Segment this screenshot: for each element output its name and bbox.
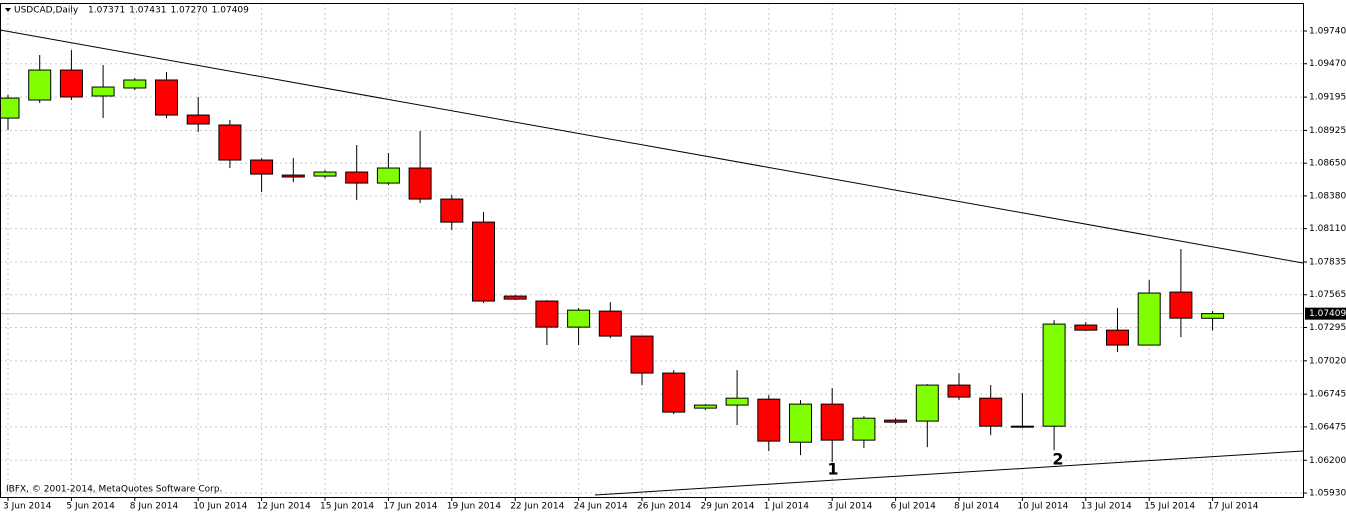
y-tick-label: 1.07295: [1309, 323, 1346, 333]
candle-body: [567, 309, 591, 328]
candle-body: [662, 372, 686, 413]
x-tick-label: 10 Jul 2014: [1017, 502, 1068, 512]
candle-body: [186, 114, 210, 125]
y-tick-label: 1.07020: [1309, 356, 1346, 366]
y-tick-label: 1.06200: [1309, 456, 1346, 466]
candle-body: [1106, 329, 1129, 346]
candle-body: [535, 300, 559, 328]
candle-body: [155, 79, 178, 116]
candle-body: [1042, 323, 1066, 427]
candle-body: [757, 398, 781, 442]
candle-body: [345, 171, 369, 184]
y-tick-label: 1.08650: [1309, 159, 1346, 169]
x-tick-label: 3 Jul 2014: [827, 502, 872, 512]
annotation: 1: [827, 460, 838, 479]
x-tick-label: 24 Jun 2014: [574, 502, 628, 512]
candle-body: [1074, 324, 1098, 331]
candle-body: [725, 397, 749, 406]
y-tick-label: 1.08110: [1309, 224, 1346, 234]
x-tick-label: 22 Jun 2014: [510, 502, 564, 512]
candle-body: [1137, 292, 1161, 346]
x-tick-label: 8 Jun 2014: [130, 502, 179, 512]
price-label-box: [1305, 307, 1346, 320]
y-tick-label: 1.06745: [1309, 390, 1346, 400]
y-tick-label: 1.07835: [1309, 258, 1346, 268]
header-value: 1.07431: [129, 6, 166, 16]
candle-body: [1010, 425, 1034, 428]
plot-border: [0, 3, 1304, 498]
y-tick-label: 1.09195: [1309, 93, 1346, 103]
y-axis: 1.09740 1.09470 1.09195 1.08925 1.08650 1.083…: [3, 27, 1346, 512]
candle-body: [123, 79, 147, 89]
x-tick-label: 6 Jul 2014: [891, 502, 936, 512]
candle-body: [503, 295, 527, 300]
x-tick-label: 12 Jun 2014: [257, 502, 311, 512]
candle-body: [28, 69, 52, 101]
candle-body: [693, 404, 717, 409]
candle-body: [947, 384, 971, 398]
candle-body: [281, 174, 305, 178]
candle-body: [884, 419, 908, 423]
y-tick-label: 1.08380: [1309, 191, 1346, 201]
candle-body: [313, 171, 337, 177]
trendlines: [0, 29, 1303, 496]
candle-body: [376, 167, 400, 184]
x-tick-label: 19 Jun 2014: [447, 502, 501, 512]
candle-body: [91, 86, 115, 97]
header-value: 1.07371: [88, 6, 125, 16]
candle-body: [915, 384, 939, 422]
trendline: [594, 450, 1303, 496]
header-value: 1.07409: [212, 6, 249, 16]
x-tick-label: 3 Jun 2014: [3, 502, 52, 512]
y-tick-label: 1.05930: [1309, 488, 1346, 498]
y-tick-label: 1.09740: [1309, 27, 1346, 37]
menu-arrow: [5, 8, 11, 12]
x-tick-label: 1 Jul 2014: [764, 502, 809, 512]
x-tick-label: 13 Jul 2014: [1081, 502, 1132, 512]
x-tick-label: 29 Jun 2014: [700, 502, 754, 512]
candle-body: [630, 335, 654, 374]
candles: [0, 50, 1225, 463]
y-tick-label: 1.06475: [1309, 422, 1346, 432]
trendline: [0, 29, 1303, 264]
y-tick-label: 1.08925: [1309, 126, 1346, 136]
candle-body: [472, 221, 495, 302]
candle-body: [59, 69, 83, 98]
x-tick-label: 17 Jul 2014: [1208, 502, 1259, 512]
chart-title: USDCAD,Daily: [14, 6, 79, 16]
x-tick-label: 8 Jul 2014: [954, 502, 999, 512]
x-tick-label: 15 Jun 2014: [320, 502, 374, 512]
candle-body: [0, 97, 20, 119]
candle-body: [250, 159, 274, 175]
y-tick-label: 1.07565: [1309, 290, 1346, 300]
candle-body: [820, 403, 844, 441]
annotation: 2: [1052, 450, 1063, 469]
x-tick-label: 5 Jun 2014: [66, 502, 115, 512]
y-tick-label: 1.09470: [1309, 59, 1346, 69]
candle-body: [598, 310, 622, 337]
candle-body: [789, 403, 812, 443]
candle-body: [440, 198, 464, 223]
candle-body: [1201, 313, 1225, 319]
grid: [0, 3, 1303, 497]
x-tick-label: 26 Jun 2014: [637, 502, 691, 512]
price-label: 1.07409: [1309, 309, 1346, 319]
candle-body: [979, 397, 1003, 427]
candle-body: [852, 417, 876, 441]
candle-body: [218, 124, 242, 161]
x-tick-label: 10 Jun 2014: [193, 502, 247, 512]
candle-body: [408, 167, 432, 200]
candle-body: [1169, 291, 1193, 319]
copyright: IBFX, © 2001-2014, MetaQuotes Software C…: [6, 485, 222, 495]
header-values: 1.07371 1.07431 1.07270 1.07409: [88, 6, 249, 16]
x-tick-label: 15 Jul 2014: [1144, 502, 1195, 512]
x-tick-label: 17 Jun 2014: [383, 502, 437, 512]
header-value: 1.07270: [170, 6, 207, 16]
